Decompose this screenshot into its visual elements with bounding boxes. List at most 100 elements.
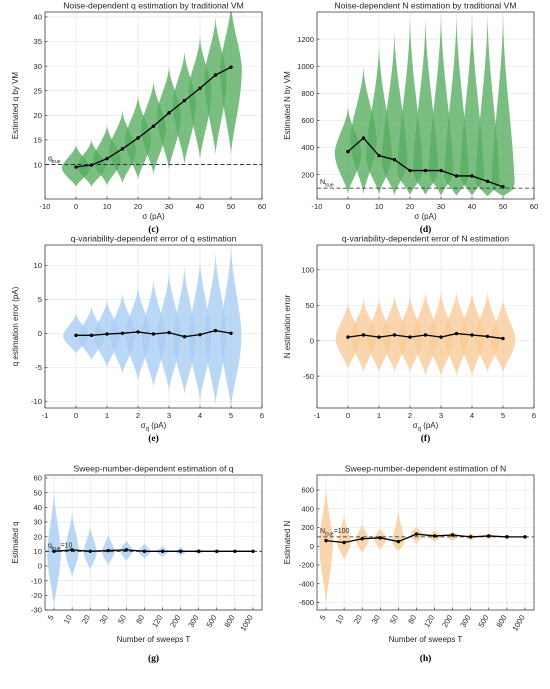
chart-title: Sweep-number-dependent estimation of q [73, 464, 233, 474]
violins [63, 245, 242, 408]
median-point-4 [120, 147, 125, 151]
x-tick-label: 300 [458, 614, 472, 629]
chart-panel-3: -1 0 1 2 3 4 5 6-10-50510q-variability-dependen… [11, 234, 264, 445]
reference-label-main: N [320, 179, 325, 186]
x-tick-label: 0 [74, 202, 78, 211]
y-tick-label: 0 [310, 336, 314, 345]
median-point-1 [74, 165, 78, 169]
median-point-8 [454, 174, 459, 178]
y-tick-label: 40 [34, 503, 42, 512]
median-point-4 [378, 536, 382, 540]
x-tick-label: 20 [134, 202, 142, 211]
x-tick-label: 30 [165, 202, 173, 211]
reference-label: Ntrue [320, 179, 334, 189]
violin-10 [204, 251, 227, 405]
median-point-8 [178, 549, 183, 554]
y-axis-label: Estimated N by VM [283, 71, 292, 140]
x-tick-label: 80 [134, 614, 146, 626]
median-point-6 [414, 532, 419, 536]
reference-label-suffix: =100 [334, 528, 350, 535]
median-point-5 [136, 136, 140, 140]
x-tick-label: 3 [439, 411, 443, 420]
x-tick-label: 4 [470, 411, 474, 420]
x-tick-label: 500 [204, 614, 218, 629]
grid [45, 475, 262, 611]
y-tick-label: 50 [34, 488, 42, 497]
violin-9 [188, 258, 212, 402]
y-tick-label: 600 [301, 116, 314, 125]
y-tick-label: -10 [31, 397, 42, 406]
median-point-2 [89, 333, 94, 338]
median-point-10 [485, 334, 490, 339]
y-tick-label: 50 [306, 301, 314, 310]
median-point-1 [52, 549, 56, 554]
x-tick-label: 120 [150, 614, 164, 629]
x-axis-label: σq (pA) [413, 421, 439, 433]
x-tick-label: 30 [437, 202, 445, 211]
y-tick-label: 100 [301, 266, 314, 275]
chart-title: Sweep-number-dependent estimation of N [345, 464, 506, 474]
x-tick-label: 10 [375, 202, 383, 211]
chart-title: q-variability-dependent error of N estim… [342, 234, 509, 244]
median-point-9 [198, 86, 202, 90]
violin-1 [319, 485, 333, 605]
y-tick-label: 200 [301, 170, 314, 179]
reference-label-main: q [48, 156, 52, 163]
x-axis-label-sub: q [418, 427, 421, 433]
violins [61, 12, 242, 187]
x-tick-label: 3 [167, 411, 171, 420]
y-axis-label: Estimated N [283, 520, 292, 564]
median-point-10 [487, 534, 491, 538]
y-tick-label: -400 [299, 579, 314, 588]
violin-11 [220, 12, 242, 155]
median-point-9 [197, 549, 201, 554]
reference-label: qtrue=10 [48, 542, 73, 552]
median-point-2 [70, 548, 74, 552]
y-tick-label: 40 [34, 13, 42, 22]
y-tick-label: 25 [34, 86, 42, 95]
panel-label: (d) [420, 224, 432, 235]
x-axis-label: Number of sweeps T [389, 635, 463, 644]
violin-11 [220, 245, 242, 408]
median-point-12 [251, 549, 255, 554]
reference-label: Ntrue=100 [320, 528, 350, 538]
x-tick-label: 20 [80, 614, 92, 626]
axes-frame [316, 244, 535, 409]
median-point-11 [505, 535, 509, 539]
median-point-3 [88, 549, 92, 554]
median-point-3 [105, 156, 109, 161]
violin-3 [83, 524, 97, 571]
y-tick-label: -200 [299, 561, 314, 570]
median-point-7 [160, 549, 165, 554]
x-axis-label: σ (pA) [142, 212, 165, 221]
y-tick-label: -20 [31, 591, 42, 600]
median-point-3 [377, 153, 381, 158]
y-tick-label: 400 [301, 504, 314, 513]
axes-frame [316, 474, 535, 611]
median-point-2 [361, 136, 366, 140]
y-tick-label: 10 [34, 261, 42, 270]
x-tick-label: 500 [476, 614, 490, 629]
median-point-7 [167, 330, 171, 335]
violins [334, 14, 515, 197]
x-tick-label: 30 [370, 614, 382, 626]
x-axis-label: σ (pA) [414, 212, 437, 221]
panel-label: (c) [148, 224, 159, 235]
chart-panel-2: Ntrue -10 0 10 20 30 40 50 60 200 400 600 800 1000 120… [283, 1, 538, 236]
reference-label-suffix: =10 [61, 542, 73, 549]
violin-4 [108, 110, 137, 184]
y-tick-label: 10 [34, 547, 42, 556]
x-tick-label: 60 [530, 202, 538, 211]
median-line [53, 549, 253, 552]
x-tick-label: 50 [499, 202, 507, 211]
y-tick-label: -600 [299, 598, 314, 607]
median-point-10 [485, 179, 490, 184]
median-point-2 [89, 163, 94, 167]
y-tick-label: 20 [34, 111, 42, 120]
y-tick-label: 0 [310, 542, 314, 551]
x-tick-label: 6 [532, 411, 536, 420]
median-point-9 [470, 333, 474, 337]
median-point-3 [360, 537, 364, 541]
x-tick-label: 50 [227, 202, 235, 211]
x-tick-label: 800 [222, 614, 236, 629]
